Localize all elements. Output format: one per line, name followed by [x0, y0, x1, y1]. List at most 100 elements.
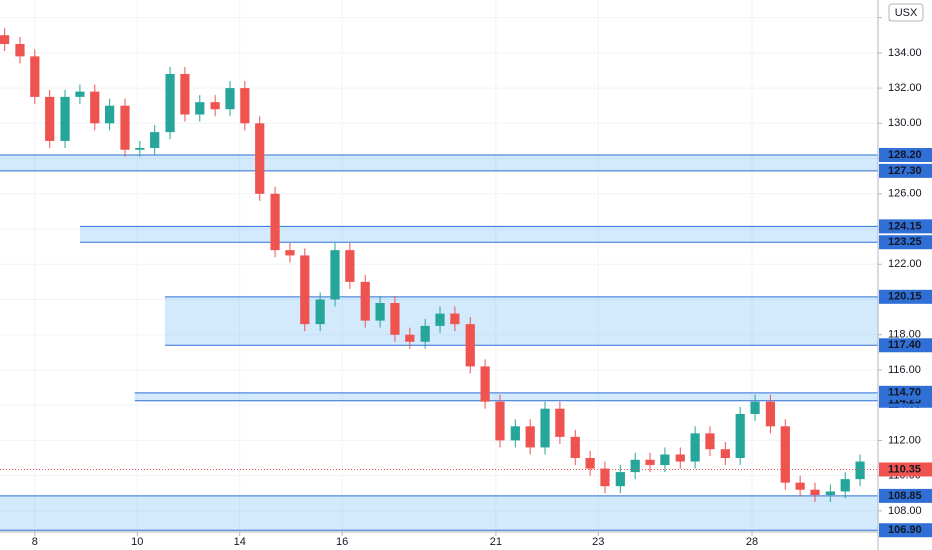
candle-body	[465, 324, 475, 367]
zone-price-label: 124.15	[888, 220, 922, 232]
y-tick-label: 108.00	[888, 505, 922, 517]
symbol[interactable]: USX	[895, 7, 918, 19]
candle-body	[555, 408, 565, 437]
zone-price-tag	[879, 289, 932, 304]
zone	[0, 155, 878, 171]
zone-price-label: 127.30	[888, 165, 922, 177]
y-tick-label: 126.00	[888, 188, 922, 200]
candle-body	[630, 459, 640, 473]
y-tick-label: 134.00	[888, 47, 922, 59]
candle-body	[150, 132, 160, 148]
candle-body	[510, 426, 520, 441]
candle-body	[180, 73, 190, 115]
candle-body	[750, 401, 760, 414]
zone-price-tag	[879, 148, 932, 163]
candle-body	[435, 313, 445, 326]
x-tick-label: 16	[336, 536, 348, 548]
candle-body	[855, 461, 865, 480]
last-price-tag	[879, 462, 932, 477]
candle-body	[765, 401, 776, 427]
candle-body	[105, 105, 115, 124]
candle-body	[0, 35, 10, 45]
zone	[164, 296, 878, 346]
zone-price-label: 117.40	[888, 339, 921, 351]
candle-body	[570, 436, 580, 459]
candle-body	[705, 433, 715, 450]
candle-body	[135, 147, 145, 150]
candle-body	[255, 123, 265, 194]
zone-price-label: 108.85	[888, 490, 922, 502]
candle-body	[600, 468, 610, 487]
candle-body	[360, 281, 370, 321]
candle-body	[495, 401, 505, 441]
last-price-label: 110.35	[888, 463, 921, 475]
zone-price-label: 114.70	[888, 387, 921, 399]
candle-body	[210, 102, 220, 110]
candle-body	[645, 459, 655, 466]
zone-price-tag	[879, 338, 932, 353]
candle-body	[330, 250, 340, 300]
candle-body	[240, 88, 250, 124]
candle-body	[660, 454, 670, 466]
candle-body	[780, 426, 790, 483]
candle-body	[690, 433, 700, 462]
candle-body	[60, 96, 70, 141]
candle-body	[525, 426, 535, 448]
candle-body	[735, 413, 745, 459]
zone	[134, 392, 878, 401]
x-tick-label: 14	[234, 536, 246, 548]
candle-body	[165, 73, 175, 133]
zone-price-label: 106.90	[888, 524, 922, 536]
candle-body	[825, 491, 835, 496]
x-tick-label: 21	[490, 536, 502, 548]
candle-body	[315, 299, 325, 325]
x-tick-label: 8	[32, 536, 38, 548]
candle-body	[420, 325, 430, 342]
candle-body	[405, 334, 415, 342]
candle-body	[225, 88, 235, 110]
candle-body	[195, 102, 205, 115]
candle-body	[675, 454, 685, 462]
symbol-badge[interactable]	[888, 3, 924, 22]
candle-body	[15, 44, 25, 57]
zone-price-tag	[879, 488, 932, 503]
candle-body	[720, 449, 730, 459]
candle-body	[390, 302, 400, 335]
y-tick-label: 118.00	[888, 329, 921, 341]
candle-body	[615, 472, 625, 487]
y-tick-label: 122.00	[888, 258, 922, 270]
candle-body	[540, 408, 550, 448]
zone-price-tag	[879, 163, 932, 178]
candle-body	[285, 250, 295, 256]
candle-body	[270, 193, 280, 251]
candle-body	[45, 96, 55, 141]
x-tick-label: 10	[131, 536, 143, 548]
y-tick-label: 116.00	[888, 364, 921, 376]
zone-price-tag	[879, 219, 932, 234]
zone	[79, 226, 878, 243]
candle-body	[300, 255, 310, 325]
zone-price-tag	[879, 523, 932, 538]
candle-body	[585, 458, 595, 469]
candle-body	[450, 313, 460, 325]
zone-price-label: 128.20	[888, 149, 922, 161]
candle-body	[810, 489, 820, 496]
x-tick-label: 28	[746, 536, 758, 548]
candle-body	[75, 91, 85, 97]
zone	[0, 495, 878, 531]
candle-body	[120, 105, 130, 150]
candle-body	[480, 366, 490, 402]
candle-body	[345, 250, 355, 282]
candle-body	[90, 91, 100, 124]
zone-price-label: 120.15	[888, 291, 922, 303]
y-tick-label: 130.00	[888, 117, 922, 129]
candle-body	[795, 482, 805, 490]
candle-body	[30, 56, 40, 97]
zone-price-label: 123.25	[888, 236, 922, 248]
zone-price-tag	[879, 235, 932, 250]
x-tick-label: 23	[592, 536, 604, 548]
zone-price-tag	[879, 385, 932, 400]
y-tick-label: 112.00	[888, 434, 921, 446]
